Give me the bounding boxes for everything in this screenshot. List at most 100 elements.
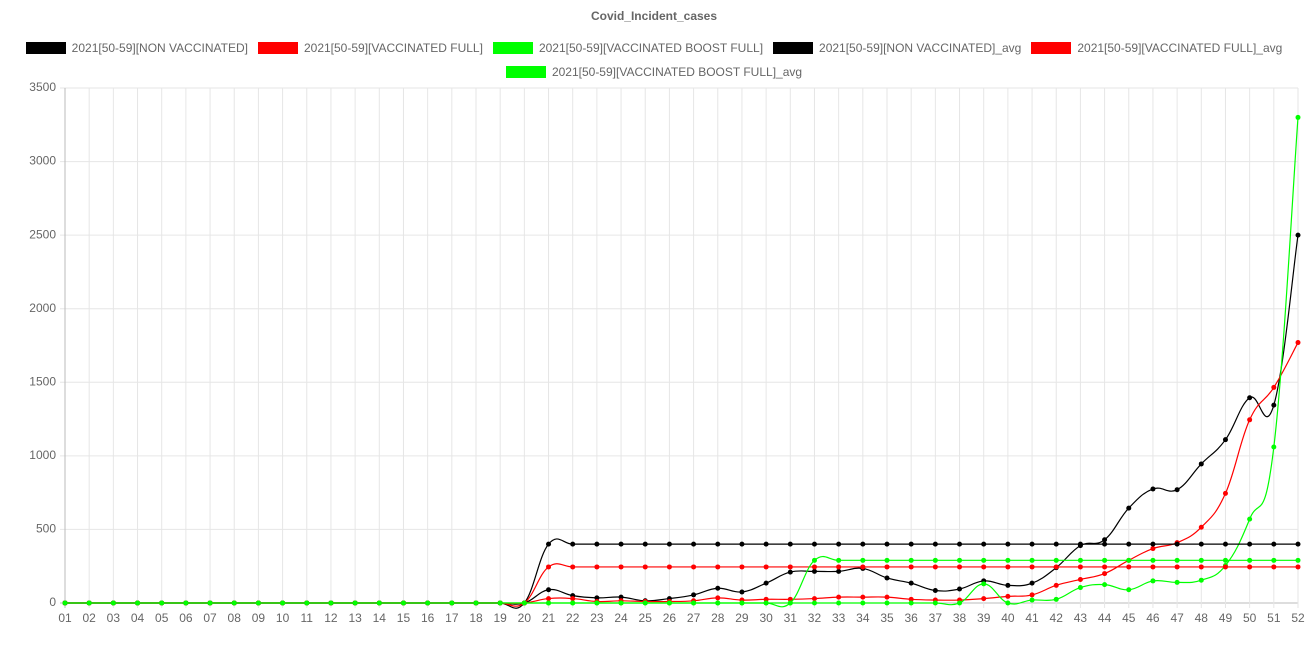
x-tick-label: 22 <box>566 611 580 625</box>
data-point <box>1126 541 1132 547</box>
data-point <box>908 596 914 602</box>
data-point <box>981 541 987 547</box>
x-tick-label: 17 <box>445 611 459 625</box>
data-point <box>666 600 672 606</box>
data-point <box>884 600 890 606</box>
data-point <box>739 541 745 547</box>
y-tick-label: 3500 <box>29 80 56 94</box>
data-point <box>376 600 382 606</box>
data-point <box>1247 417 1253 423</box>
data-point <box>1005 593 1011 599</box>
y-tick-label: 2000 <box>29 301 56 315</box>
x-tick-label: 13 <box>348 611 362 625</box>
data-point <box>1247 395 1253 401</box>
data-point <box>1077 541 1083 547</box>
data-point <box>328 600 334 606</box>
data-point <box>787 600 793 606</box>
data-point <box>1222 437 1228 443</box>
data-point <box>787 569 793 575</box>
data-point <box>811 596 817 602</box>
data-point <box>425 600 431 606</box>
data-point <box>1077 585 1083 591</box>
data-point <box>618 594 624 600</box>
data-point <box>1029 541 1035 547</box>
data-point <box>884 594 890 600</box>
data-point <box>860 594 866 600</box>
data-point <box>981 581 987 587</box>
x-tick-label: 24 <box>614 611 628 625</box>
data-point <box>304 600 310 606</box>
data-point <box>1005 541 1011 547</box>
legend-item[interactable]: 2021[50-59][VACCINATED BOOST FULL]_avg <box>505 65 802 79</box>
data-point <box>908 541 914 547</box>
data-point <box>1174 557 1180 563</box>
data-point <box>135 600 141 606</box>
legend-swatch <box>257 42 298 54</box>
data-point <box>1271 541 1277 547</box>
data-point <box>1029 557 1035 563</box>
legend: 2021[50-59][NON VACCINATED] 2021[50-59][V… <box>10 41 1298 79</box>
x-tick-label: 35 <box>880 611 894 625</box>
legend-label: 2021[50-59][NON VACCINATED] <box>71 41 248 55</box>
data-point <box>159 600 165 606</box>
x-tick-label: 47 <box>1170 611 1184 625</box>
data-point <box>691 541 697 547</box>
data-point <box>836 600 842 606</box>
data-point <box>255 600 261 606</box>
data-point <box>957 564 963 570</box>
legend-item[interactable]: 2021[50-59][VACCINATED BOOST FULL] <box>492 41 763 55</box>
legend-item[interactable]: 2021[50-59][NON VACCINATED]_avg <box>773 41 1021 55</box>
x-tick-label: 16 <box>421 611 435 625</box>
data-point <box>691 564 697 570</box>
data-point <box>1271 564 1277 570</box>
data-point <box>1150 486 1156 492</box>
y-tick-label: 3000 <box>29 154 56 168</box>
data-point <box>739 589 745 595</box>
data-point <box>1005 582 1011 588</box>
data-point <box>1029 597 1035 603</box>
data-point <box>932 541 938 547</box>
data-point <box>1222 564 1228 570</box>
x-tick-label: 40 <box>1001 611 1015 625</box>
x-tick-label: 10 <box>276 611 290 625</box>
data-point <box>1150 541 1156 547</box>
data-point <box>1174 564 1180 570</box>
data-point <box>1053 557 1059 563</box>
data-point <box>594 564 600 570</box>
data-point <box>1198 557 1204 563</box>
x-tick-label: 50 <box>1243 611 1257 625</box>
data-point <box>739 600 745 606</box>
legend-swatch <box>492 42 533 54</box>
data-point <box>1222 490 1228 496</box>
series-line <box>65 117 1299 606</box>
data-point <box>1126 564 1132 570</box>
x-tick-label: 21 <box>542 611 556 625</box>
data-point <box>957 586 963 592</box>
x-tick-label: 46 <box>1146 611 1160 625</box>
legend-swatch <box>1031 42 1072 54</box>
legend-swatch <box>25 42 66 54</box>
data-point <box>1198 524 1204 530</box>
legend-item[interactable]: 2021[50-59][VACCINATED FULL]_avg <box>1031 41 1282 55</box>
data-point <box>715 541 721 547</box>
data-point <box>1077 557 1083 563</box>
x-tick-label: 15 <box>397 611 411 625</box>
data-point <box>1174 487 1180 493</box>
x-tick-label: 05 <box>155 611 169 625</box>
data-point <box>1102 571 1108 577</box>
data-point <box>280 600 286 606</box>
x-tick-label: 03 <box>107 611 121 625</box>
legend-item[interactable]: 2021[50-59][NON VACCINATED] <box>25 41 248 55</box>
legend-item[interactable]: 2021[50-59][VACCINATED FULL] <box>257 41 483 55</box>
data-point <box>1150 578 1156 584</box>
data-point <box>787 596 793 602</box>
data-point <box>594 595 600 601</box>
data-point <box>763 596 769 602</box>
data-point <box>642 541 648 547</box>
data-point <box>1198 541 1204 547</box>
data-point <box>1271 557 1277 563</box>
data-point <box>1102 557 1108 563</box>
data-point <box>400 600 406 606</box>
data-point <box>787 564 793 570</box>
